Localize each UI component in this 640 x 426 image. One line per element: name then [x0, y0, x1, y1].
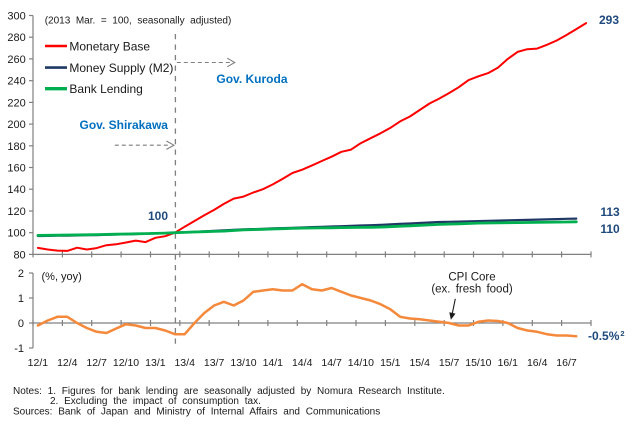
svg-text:2: 2: [620, 329, 624, 338]
svg-text:140: 140: [7, 184, 25, 196]
svg-text:Sources: Bank of Japan and Min: Sources: Bank of Japan and Ministry of I…: [13, 406, 380, 417]
svg-text:CPI Core: CPI Core: [448, 271, 495, 283]
svg-text:180: 180: [7, 141, 25, 153]
svg-text:Money Supply (M2): Money Supply (M2): [69, 61, 173, 75]
svg-text:12/4: 12/4: [57, 357, 78, 369]
svg-text:1: 1: [18, 293, 24, 305]
svg-text:2: 2: [18, 268, 24, 280]
svg-text:Bank Lending: Bank Lending: [69, 82, 142, 96]
svg-text:-0.5%: -0.5%: [588, 329, 620, 343]
svg-text:16/7: 16/7: [556, 357, 577, 369]
svg-text:12/7: 12/7: [86, 357, 107, 369]
svg-text:13/7: 13/7: [204, 357, 225, 369]
svg-text:(%, yoy): (%, yoy): [42, 271, 82, 283]
svg-text:280: 280: [7, 32, 25, 44]
svg-text:14/1: 14/1: [263, 357, 284, 369]
svg-text:13/4: 13/4: [174, 357, 195, 369]
svg-text:200: 200: [7, 119, 25, 131]
svg-text:2. Excluding the impact of con: 2. Excluding the impact of consumption t…: [50, 396, 261, 407]
svg-text:160: 160: [7, 163, 25, 175]
svg-text:15/7: 15/7: [439, 357, 460, 369]
svg-text:Gov. Shirakawa: Gov. Shirakawa: [80, 118, 169, 132]
svg-text:80: 80: [13, 249, 25, 261]
svg-text:16/4: 16/4: [527, 357, 548, 369]
svg-text:14/4: 14/4: [292, 357, 313, 369]
svg-text:0: 0: [18, 318, 24, 330]
svg-text:13/10: 13/10: [230, 357, 256, 369]
svg-text:240: 240: [7, 76, 25, 88]
svg-text:120: 120: [7, 206, 25, 218]
svg-text:300: 300: [7, 11, 25, 23]
svg-text:14/7: 14/7: [321, 357, 342, 369]
svg-text:12/10: 12/10: [113, 357, 139, 369]
svg-text:-1: -1: [14, 343, 24, 355]
svg-text:Monetary Base: Monetary Base: [69, 39, 150, 53]
svg-text:13/1: 13/1: [145, 357, 166, 369]
svg-text:(2013 Mar. = 100, seasonally a: (2013 Mar. = 100, seasonally adjusted): [45, 16, 232, 27]
svg-text:220: 220: [7, 97, 25, 109]
svg-text:113: 113: [600, 205, 620, 219]
svg-text:100: 100: [7, 228, 25, 240]
svg-text:15/10: 15/10: [465, 357, 491, 369]
svg-text:293: 293: [599, 13, 619, 27]
svg-text:15/1: 15/1: [380, 357, 401, 369]
svg-text:15/4: 15/4: [409, 357, 430, 369]
svg-text:14/10: 14/10: [348, 357, 374, 369]
svg-text:Gov. Kuroda: Gov. Kuroda: [216, 72, 287, 86]
svg-text:(ex. fresh food): (ex. fresh food): [431, 283, 513, 295]
svg-text:12/1: 12/1: [28, 357, 49, 369]
svg-text:100: 100: [148, 209, 168, 223]
svg-text:260: 260: [7, 54, 25, 66]
svg-text:110: 110: [600, 222, 620, 236]
svg-text:16/1: 16/1: [498, 357, 519, 369]
svg-text:Notes: 1. Figures for bank len: Notes: 1. Figures for bank lending are s…: [13, 386, 445, 397]
